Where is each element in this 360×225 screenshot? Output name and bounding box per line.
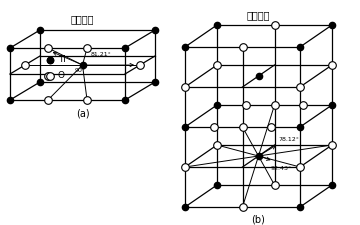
Text: 金红石型: 金红石型: [71, 14, 94, 24]
Text: 81.21°: 81.21°: [90, 52, 111, 58]
Text: 锐钓矿型: 锐钓矿型: [247, 10, 270, 20]
Text: (a): (a): [76, 108, 89, 118]
Text: (b): (b): [252, 215, 265, 225]
Text: 92.43°: 92.43°: [270, 166, 292, 171]
Text: Ti: Ti: [58, 56, 66, 65]
Text: 78.12°: 78.12°: [279, 137, 300, 142]
Text: 90°: 90°: [75, 68, 86, 74]
Text: O: O: [58, 72, 65, 81]
